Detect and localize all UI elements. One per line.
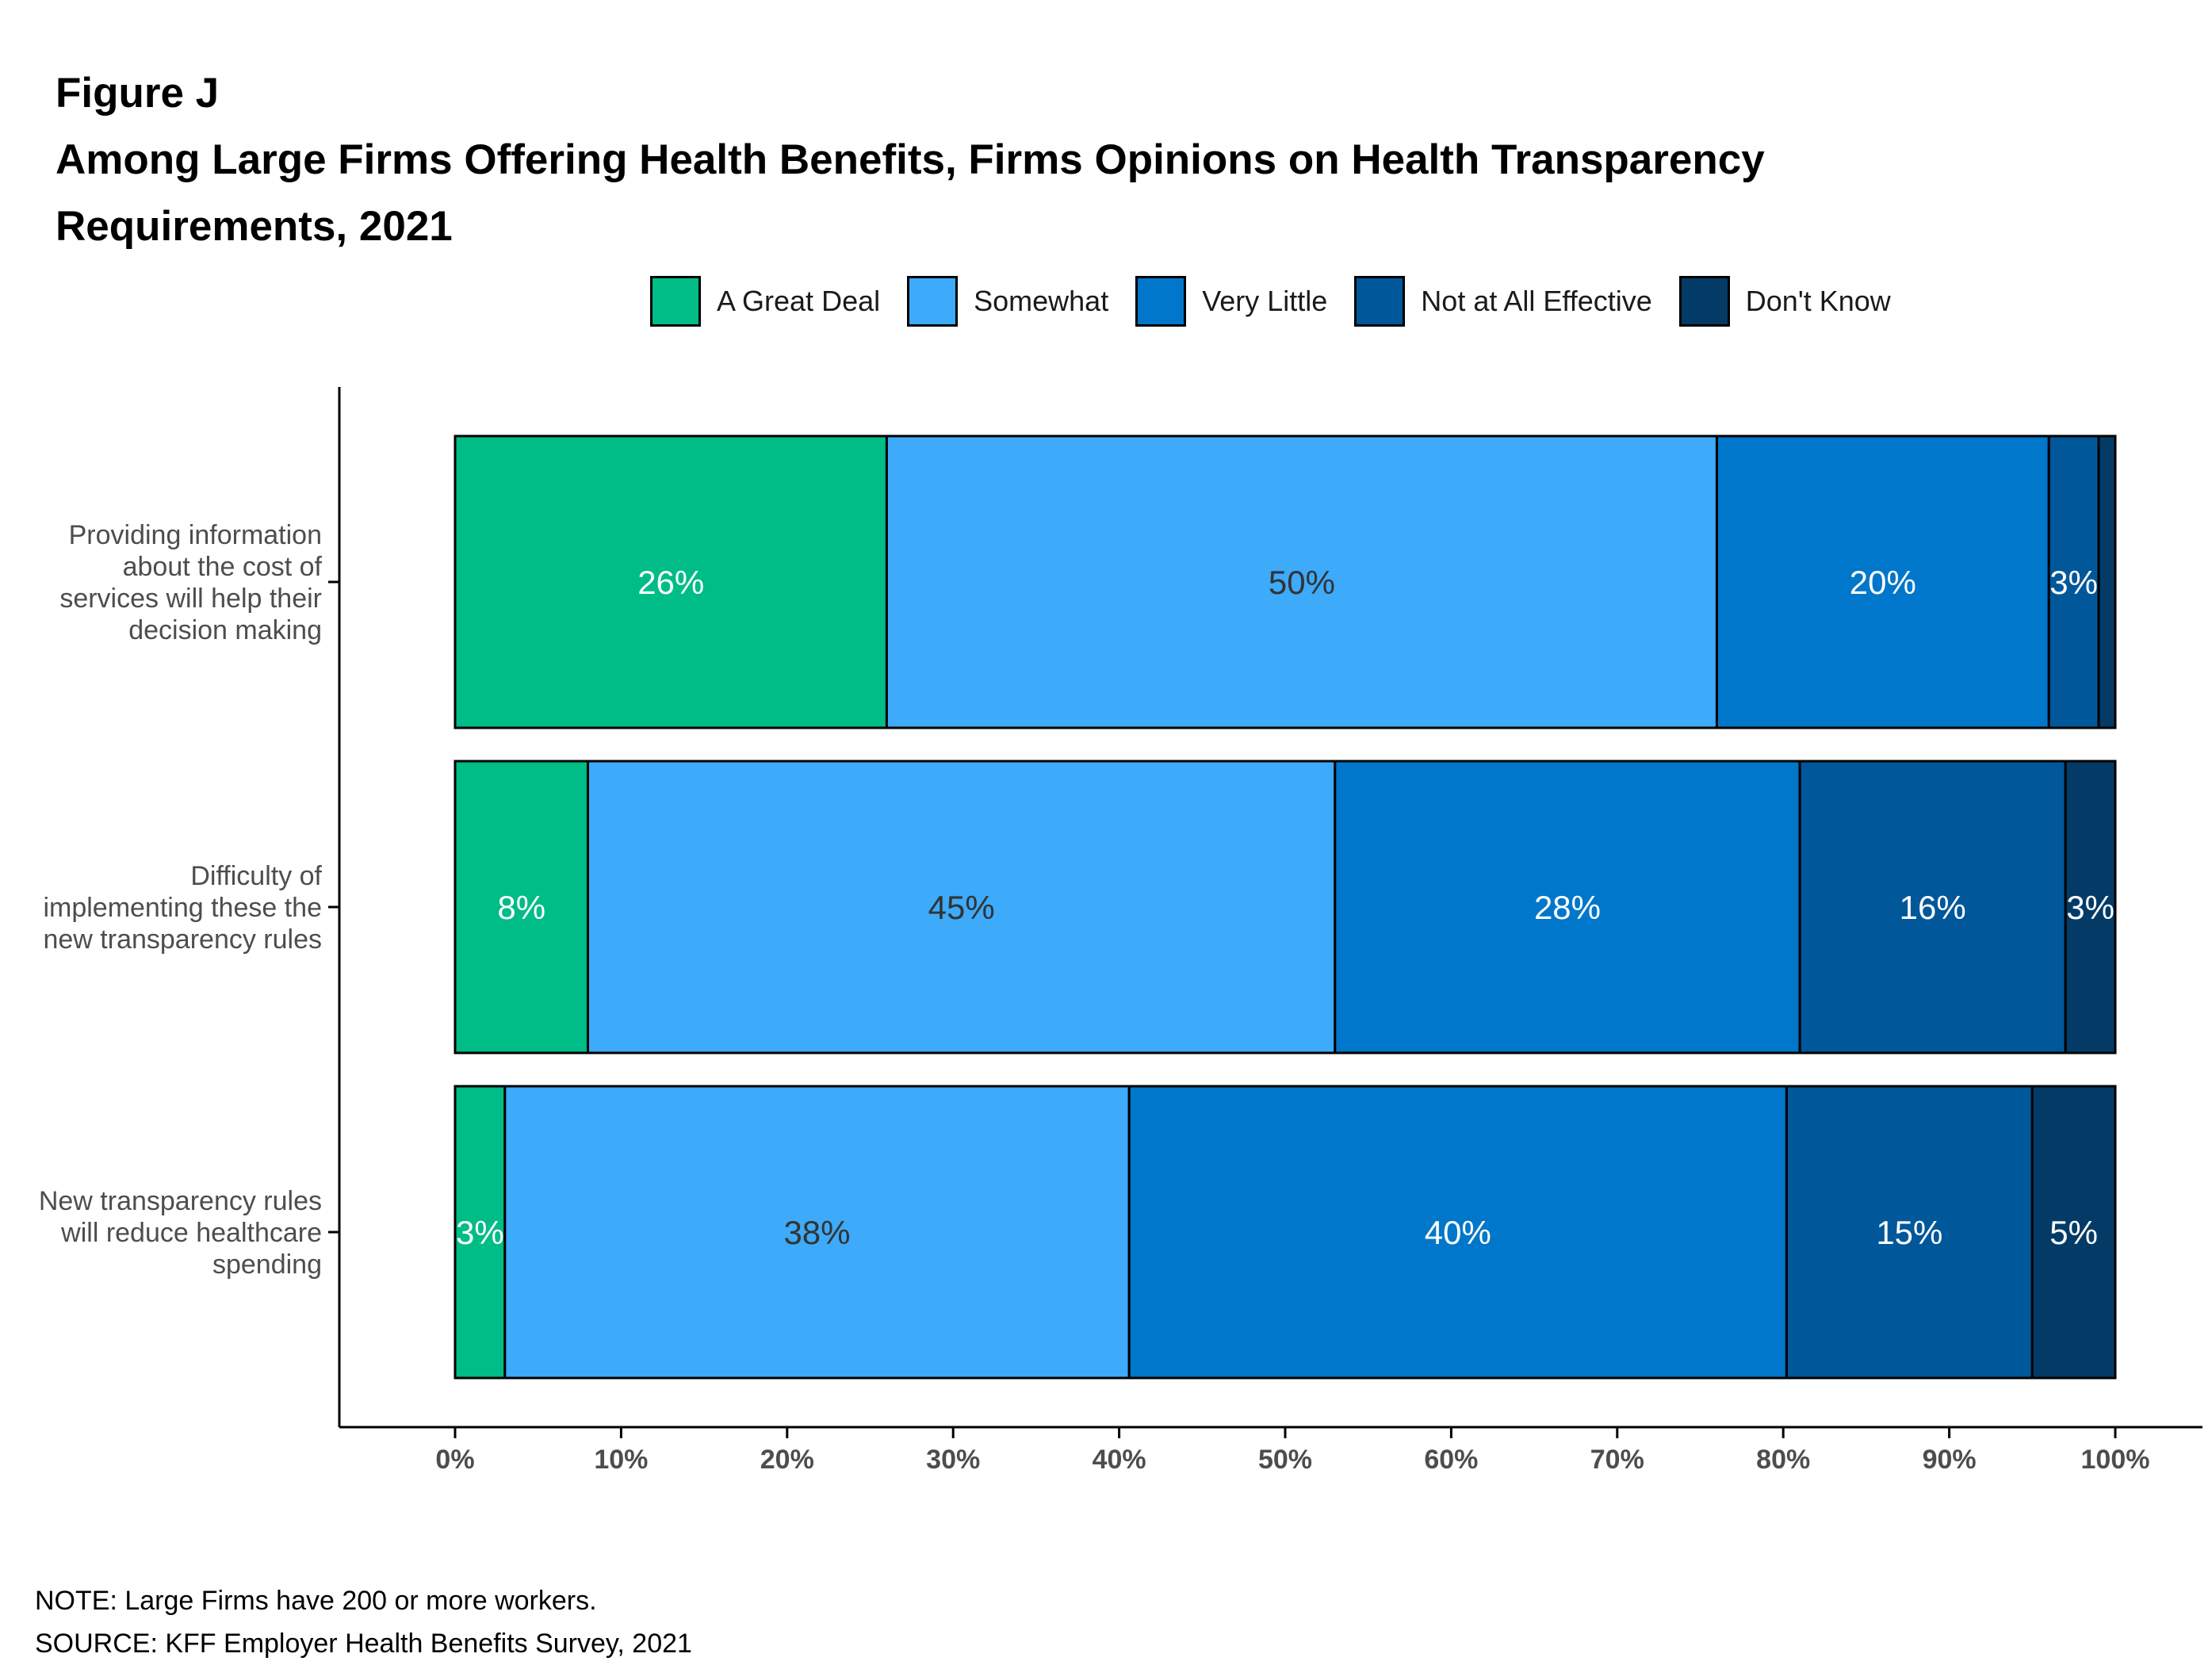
legend-label: Don't Know	[1745, 285, 1891, 317]
bar-segment	[885, 434, 1718, 729]
legend-swatch	[1354, 276, 1406, 327]
legend-item: Don't Know	[1678, 276, 1891, 327]
data-label: 16%	[1900, 889, 1966, 926]
data-label: 5%	[2049, 1214, 2098, 1251]
bar-segment	[2047, 434, 2100, 729]
legend-item: Not at All Effective	[1354, 276, 1652, 327]
data-label: 40%	[1425, 1214, 1491, 1251]
y-category-label: New transparency rules will reduce health…	[39, 1186, 322, 1280]
bar-segment	[2064, 760, 2117, 1054]
legend-item: A Great Deal	[650, 276, 880, 327]
data-label: 26%	[637, 564, 704, 601]
data-label: 38%	[783, 1214, 850, 1251]
legend-swatch	[907, 276, 959, 327]
title-block: Figure J Among Large Firms Offering Heal…	[55, 60, 2038, 260]
source-text: SOURCE: KFF Employer Health Benefits Sur…	[35, 1629, 692, 1659]
data-label: 3%	[2066, 889, 2114, 926]
x-tick-label: 70%	[1590, 1445, 1644, 1475]
data-label: 45%	[928, 889, 995, 926]
legend-label: Not at All Effective	[1421, 285, 1652, 317]
x-tick-label: 100%	[2081, 1445, 2150, 1475]
x-tick-label: 10%	[594, 1445, 648, 1475]
data-label: 50%	[1269, 564, 1335, 601]
x-tick-label: 90%	[1923, 1445, 1977, 1475]
x-tick-label: 20%	[760, 1445, 814, 1475]
y-category-label-line: spending	[212, 1250, 322, 1280]
bar-segment	[1127, 1085, 1788, 1380]
legend-label: A Great Deal	[717, 285, 881, 317]
y-category-label-line: Difficulty of	[190, 861, 322, 891]
y-category-label-line: decision making	[128, 615, 322, 645]
legend-label: Somewhat	[974, 285, 1109, 317]
bar-segment	[1798, 760, 2067, 1054]
y-category-label: Difficulty of implementing these the new t…	[43, 861, 322, 955]
data-label: 20%	[1850, 564, 1916, 601]
bar-segment	[453, 434, 888, 729]
chart-title: Among Large Firms Offering Health Benefi…	[55, 136, 1765, 250]
x-tick-label: 40%	[1093, 1445, 1146, 1475]
y-category-label-line: Providing information	[69, 520, 322, 550]
y-category-label-line: will reduce healthcare	[60, 1218, 322, 1248]
legend-swatch	[650, 276, 701, 327]
data-label: 3%	[2049, 564, 2098, 601]
bar-segment	[2030, 1085, 2117, 1380]
bar-segment	[1334, 760, 1801, 1054]
legend-label: Very Little	[1202, 285, 1328, 317]
bar-segment	[503, 1085, 1131, 1380]
bar-segment	[1785, 1085, 2034, 1380]
figure-label: Figure J	[55, 70, 220, 117]
footer: NOTE: Large Firms have 200 or more worke…	[35, 1579, 692, 1665]
legend-item: Somewhat	[907, 276, 1108, 327]
bar-segment	[453, 760, 590, 1054]
note-text: NOTE: Large Firms have 200 or more worke…	[35, 1586, 597, 1616]
chart-legend: A Great Deal Somewhat Very Little Not at Al…	[650, 276, 1918, 327]
legend-item: Very Little	[1135, 276, 1327, 327]
y-category-label: Providing information about the cost of se…	[59, 520, 322, 645]
x-tick-label: 50%	[1258, 1445, 1312, 1475]
y-category-label-line: about the cost of	[123, 552, 323, 582]
x-tick-label: 0%	[435, 1445, 474, 1475]
legend-swatch	[1678, 276, 1730, 327]
x-tick-label: 30%	[926, 1445, 980, 1475]
y-category-label-line: New transparency rules	[39, 1186, 322, 1216]
bar-segment	[2097, 434, 2117, 729]
x-tick-label: 80%	[1756, 1445, 1810, 1475]
y-category-label-line: implementing these the	[43, 893, 322, 923]
bar-segment	[587, 760, 1337, 1054]
data-label: 3%	[456, 1214, 504, 1251]
stacked-bar-chart: 0% 10% 20% 30% 40% 50% 60% 70% 80% 90% 100% Providi…	[39, 387, 2202, 1475]
y-category-label-line: new transparency rules	[43, 924, 322, 955]
data-label: 15%	[1876, 1214, 1942, 1251]
data-label: 8%	[497, 889, 545, 926]
data-label: 28%	[1534, 889, 1601, 926]
bar-segment	[453, 1085, 507, 1380]
y-category-label-line: services will help their	[59, 584, 322, 614]
legend-swatch	[1135, 276, 1187, 327]
x-tick-label: 60%	[1424, 1445, 1478, 1475]
bar-segment	[1715, 434, 2050, 729]
